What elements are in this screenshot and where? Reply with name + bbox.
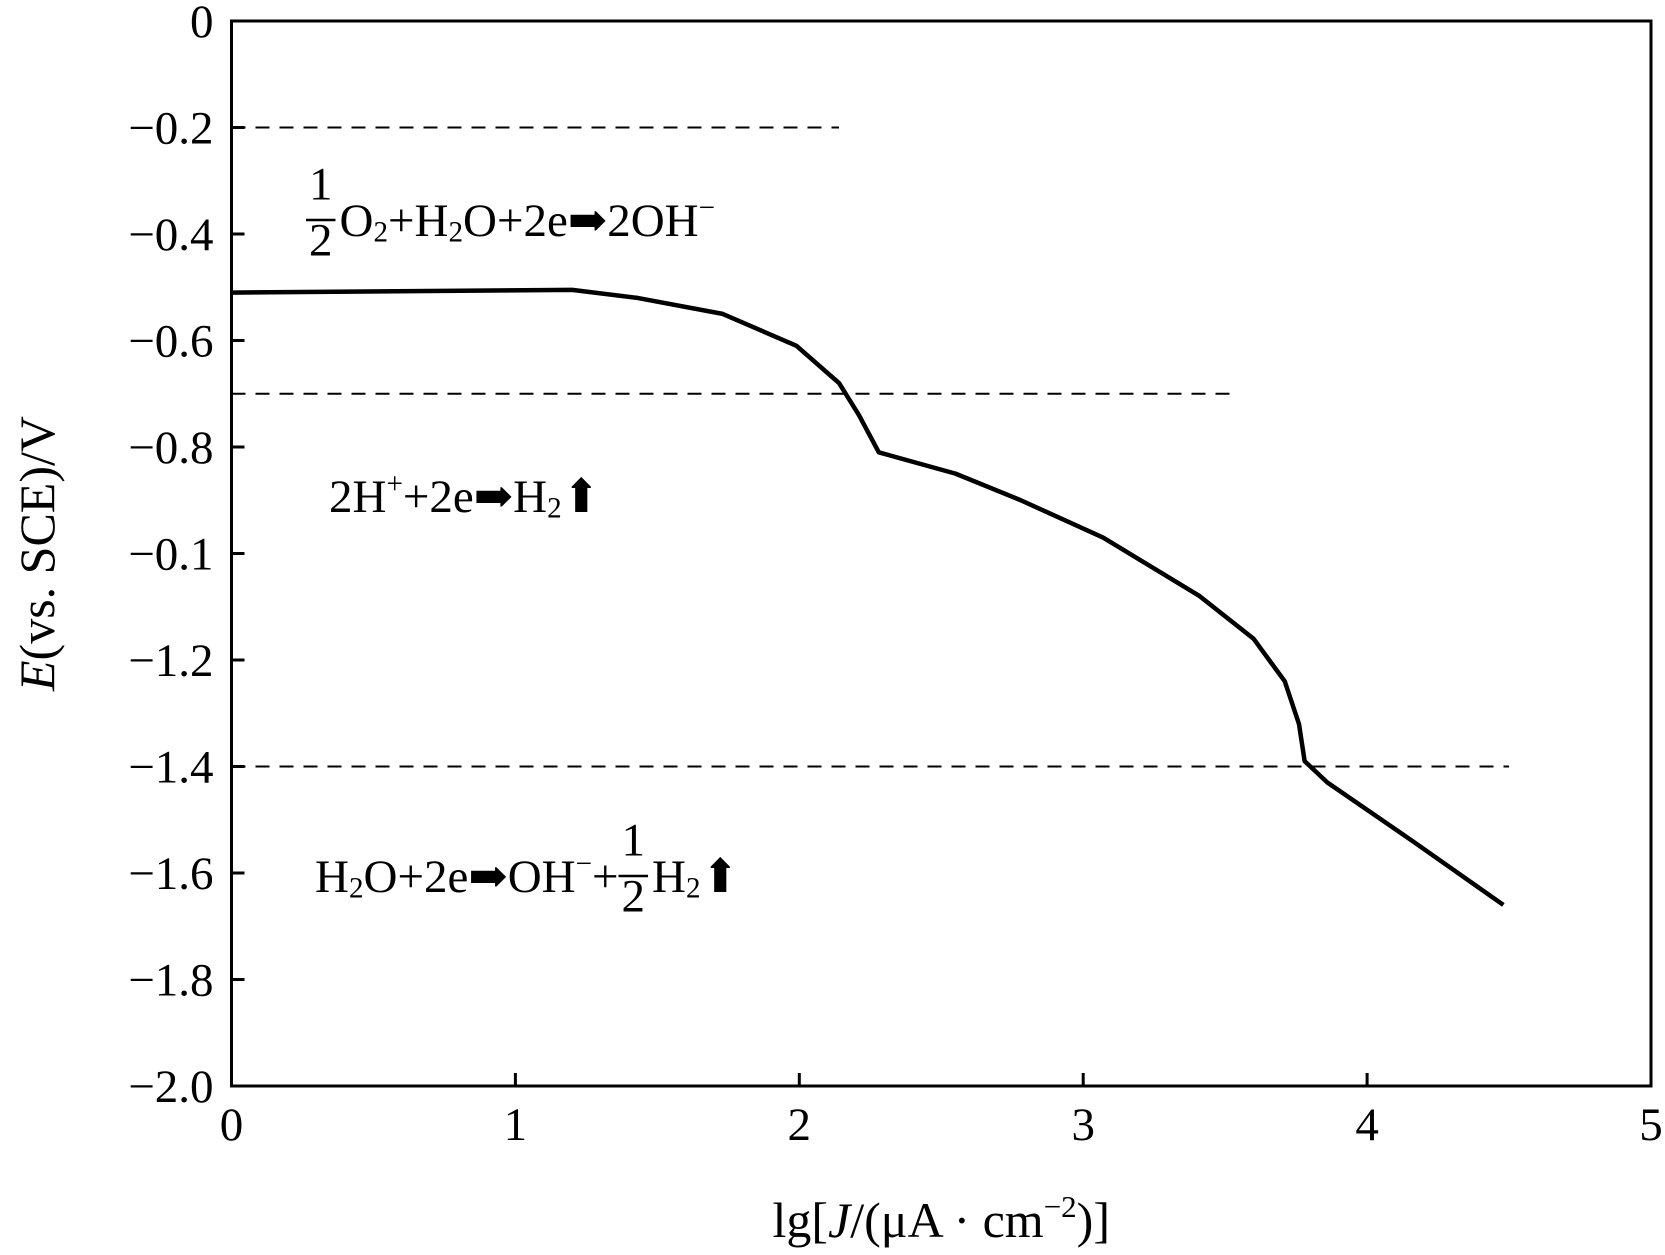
rich-text-part: −2 (1044, 1189, 1077, 1224)
rich-text-part: 2 (547, 493, 562, 525)
rich-text-part: 2 (448, 217, 463, 249)
y-tick-label: −1.4 (128, 742, 213, 794)
rich-text-part: /(μA · cm (850, 1192, 1044, 1248)
rich-text-part: +H (388, 195, 448, 247)
fraction: 12 (618, 814, 649, 923)
x-tick-label: 3 (1071, 1099, 1095, 1151)
rich-text-part: + (592, 851, 619, 903)
y-tick-label: −0.1 (128, 529, 213, 581)
x-tick-label: 5 (1639, 1099, 1663, 1151)
y-tick-label: −2.0 (128, 1061, 213, 1113)
y-tick-label: −0.8 (128, 422, 213, 474)
y-tick-label: 0 (190, 0, 214, 48)
rich-text-part: H (315, 851, 349, 903)
rich-text-part: 2 (686, 873, 701, 905)
fraction-numerator: 1 (622, 814, 646, 866)
rich-text-part: ⬆ (562, 471, 601, 523)
y-tick-label: −1.8 (128, 955, 213, 1007)
x-tick-label: 4 (1355, 1099, 1379, 1151)
fraction-denominator: 2 (622, 871, 646, 923)
rich-text-part: 2H (329, 471, 386, 523)
y-tick-label: −0.6 (128, 316, 213, 368)
x-axis-label: lg[J/(μA · cm −2)] (773, 1189, 1110, 1248)
fraction-numerator: 1 (309, 158, 333, 210)
rich-text-part: (vs. SCE)/V (9, 416, 65, 660)
rich-text-part: ⬆ (701, 851, 740, 903)
rich-text-part: E (9, 660, 65, 692)
plot-frame (230, 19, 1653, 1088)
rich-text-part: + (386, 468, 402, 500)
data-line (231, 287, 1505, 907)
y-tick-label: −0.4 (128, 209, 213, 261)
rich-text-part: 2 (373, 217, 388, 249)
x-tick-label: 1 (504, 1099, 528, 1151)
fraction: 12 (306, 158, 336, 267)
y-axis-label: E(vs. SCE)/V (9, 416, 65, 692)
annotation: 2H + +2e➡H 2 ⬆ (329, 468, 601, 524)
rich-text-part: lg[ (773, 1192, 829, 1248)
rich-text-part: − (699, 192, 715, 224)
fraction-denominator: 2 (309, 215, 333, 267)
x-tick-label: 0 (220, 1099, 244, 1151)
rich-text-part: − (576, 848, 592, 880)
annotation: H 2 O+2e➡OH − +12 H 2 ⬆ (315, 814, 740, 922)
annotation: 12 O 2 +H 2 O+2e➡2OH − (306, 158, 715, 267)
rich-text-part: O+2e➡OH (364, 851, 576, 903)
rich-text-part: O (340, 195, 374, 247)
x-tick-label: 2 (788, 1099, 812, 1151)
rich-text-part: 2 (349, 873, 364, 905)
rich-text-part: H (652, 851, 686, 903)
rich-text-part: J (828, 1192, 853, 1248)
y-tick-label: −1.2 (128, 635, 213, 687)
rich-text-part: +2e➡H (403, 471, 547, 523)
y-tick-label: −0.2 (128, 103, 213, 155)
rich-text-part: )] (1077, 1192, 1110, 1248)
y-tick-label: −1.6 (128, 848, 213, 900)
rich-text-part: O+2e➡2OH (463, 195, 699, 247)
